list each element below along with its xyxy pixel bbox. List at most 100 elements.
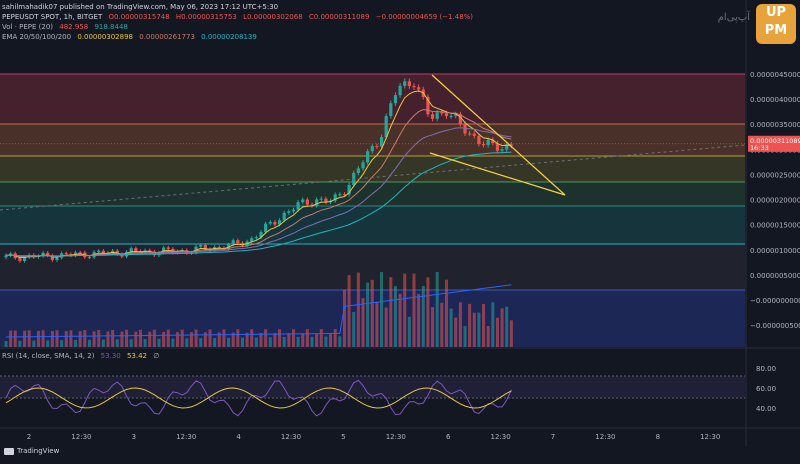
candle-body (319, 198, 323, 200)
rsi-label[interactable]: RSI (14, close, SMA, 14, 2) (2, 352, 95, 360)
volume-label[interactable]: Vol · PEPE (20) (2, 23, 54, 31)
tradingview-logo-icon (4, 447, 14, 455)
volume-bar (162, 331, 166, 347)
candle-body (296, 202, 300, 210)
volume-bar (264, 329, 268, 347)
volume-bar (329, 333, 333, 347)
candle-body (491, 139, 495, 144)
rsi-tick-label: 60.00 (756, 385, 776, 393)
volume-bar (417, 293, 421, 347)
candle-body (342, 194, 347, 196)
time-tick-label: 12:30 (386, 433, 406, 441)
volume-bar (491, 302, 495, 347)
candle-body (101, 250, 105, 254)
volume-bar (125, 329, 129, 347)
volume-bar (477, 312, 481, 347)
volume-bar (92, 331, 96, 347)
volume-bar (342, 289, 346, 347)
candle-body (166, 247, 170, 249)
ohlc-change: −0.00000004659 (−1.48%) (375, 13, 474, 21)
candle-body (310, 204, 314, 206)
volume-bar (194, 329, 198, 347)
volume-bar (482, 303, 486, 347)
candle-body (375, 146, 379, 148)
rsi-extra: ∅ (153, 352, 160, 360)
candle-body (41, 252, 45, 256)
time-tick-label: 12:30 (281, 433, 301, 441)
volume-bar (171, 338, 175, 347)
volume-bar (278, 329, 282, 347)
candle-body (468, 133, 472, 135)
ohlc-close: C0.00000311089 (308, 13, 370, 21)
candle-body (338, 194, 342, 196)
volume-bar (217, 332, 221, 347)
volume-bar (310, 336, 314, 347)
triangle-pattern (429, 74, 566, 196)
volume-bar (41, 330, 45, 347)
volume-bar (36, 330, 40, 347)
candle-body (69, 254, 73, 256)
volume-bar (236, 329, 240, 347)
volume-bar (50, 330, 54, 347)
candle-body (264, 223, 268, 233)
volume-bar (315, 333, 319, 347)
fib-band-0 (0, 74, 745, 124)
volume-bar (185, 338, 189, 347)
volume-bar (431, 307, 435, 347)
rsi-value: 53.30 (100, 352, 121, 360)
volume-bar (509, 320, 513, 347)
fib-band-4 (0, 206, 745, 244)
candle-body (273, 222, 277, 225)
candle-body (291, 209, 296, 212)
time-tick-label: 7 (551, 433, 555, 441)
symbol-label[interactable]: PEPEUSDT SPOT, 1h, BITGET (2, 13, 103, 21)
candle-body (426, 96, 430, 115)
volume-bar (250, 329, 254, 347)
time-tick-label: 12:30 (176, 433, 196, 441)
volume-bar (55, 330, 59, 347)
volume-bar (120, 331, 124, 347)
volume-legend: Vol · PEPE (20) 482.958 918.8448 (2, 22, 132, 32)
candle-body (231, 240, 235, 245)
volume-bar (389, 277, 393, 347)
volume-bar (435, 272, 439, 347)
volume-value: 482.958 (59, 23, 89, 31)
candle-body (412, 86, 416, 88)
candle-body (18, 258, 22, 261)
footer[interactable]: TradingView (4, 447, 59, 455)
symbol-line: PEPEUSDT SPOT, 1h, BITGET O0.00000315748… (2, 12, 477, 22)
brand-logo: UP PM (756, 4, 796, 44)
volume-bar (115, 339, 119, 347)
candle-body (87, 257, 92, 259)
candle-body (398, 85, 402, 96)
candle-body (97, 250, 101, 252)
volume-bar (157, 338, 161, 347)
volume-bar (366, 282, 370, 347)
volume-bar (412, 273, 416, 347)
candle-body (111, 250, 115, 253)
volume-ma-value: 918.8448 (94, 23, 128, 31)
volume-bar (4, 341, 8, 347)
volume-bar (486, 325, 490, 347)
time-tick-label: 8 (656, 433, 660, 441)
candle-body (472, 133, 476, 136)
ema-label[interactable]: EMA 20/50/100/200 (2, 33, 72, 41)
volume-bar (152, 329, 156, 347)
volume-bar (69, 330, 73, 347)
candle-body (366, 151, 370, 163)
volume-bar (291, 329, 295, 347)
ohlc-open: O0.00000315748 (108, 13, 170, 21)
volume-bar (380, 272, 384, 347)
candle-body (50, 255, 54, 261)
candle-body (254, 237, 258, 239)
volume-bar (407, 316, 411, 347)
volume-bar (463, 326, 467, 347)
candle-body (440, 112, 444, 114)
candle-body (315, 199, 319, 206)
